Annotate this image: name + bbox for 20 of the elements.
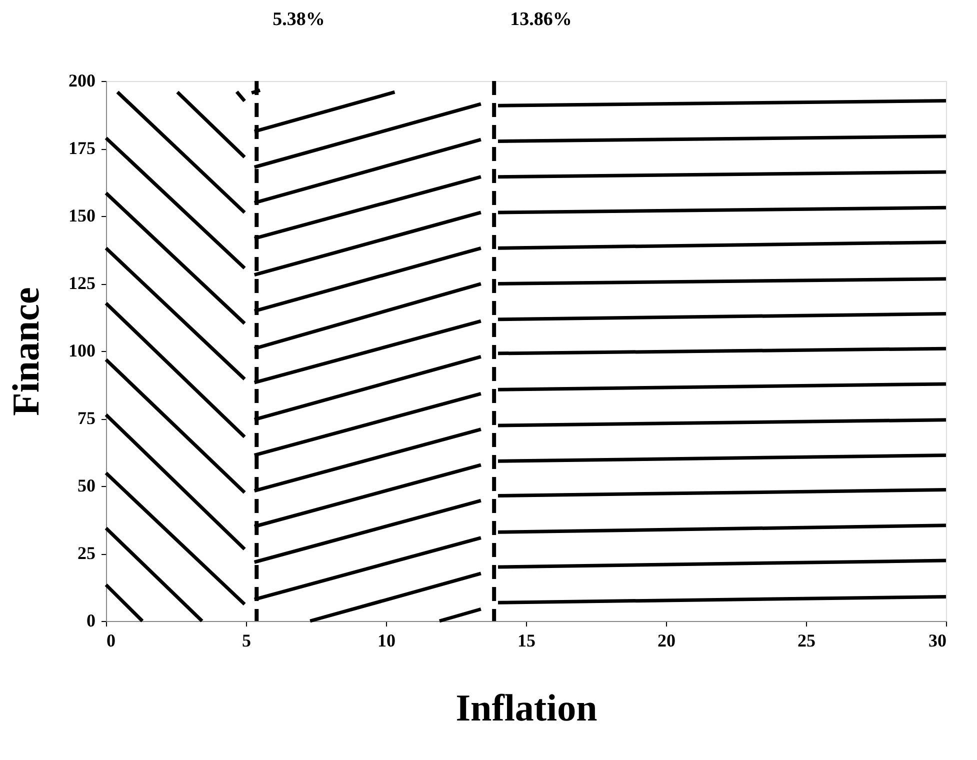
x-tick-label: 20: [658, 630, 676, 650]
x-tick-label: 10: [378, 630, 396, 650]
x-tick-label: 30: [928, 630, 946, 650]
y-tick-label: 75: [78, 408, 96, 428]
y-tick-label: 175: [68, 138, 96, 158]
x-tick-label: 0: [106, 630, 116, 650]
x-axis-title: Inflation: [456, 688, 598, 730]
y-tick-label: 150: [68, 206, 96, 226]
ref-line-label: 13.86%: [510, 9, 572, 30]
y-tick-label: 200: [68, 70, 96, 90]
ref-line-label: 5.38%: [272, 9, 325, 30]
y-tick-label: 100: [68, 340, 96, 360]
y-axis-title: Finance: [6, 287, 48, 416]
x-tick-label: 25: [798, 630, 816, 650]
x-tick-label: 5: [242, 630, 251, 650]
y-tick-label: 0: [86, 610, 96, 630]
y-tick-label: 50: [78, 476, 96, 496]
x-tick-label: 15: [518, 630, 536, 650]
y-tick-label: 25: [78, 543, 96, 563]
y-tick-label: 125: [68, 273, 96, 293]
